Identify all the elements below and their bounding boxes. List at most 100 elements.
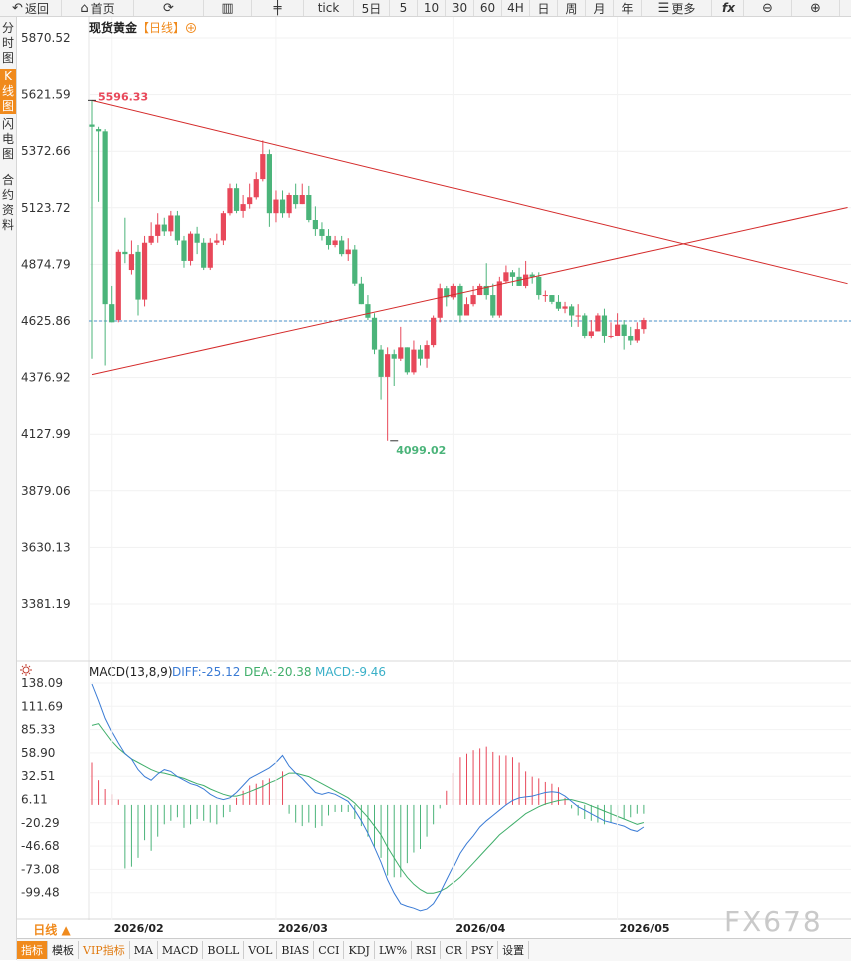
period-5[interactable]: 5: [390, 0, 418, 16]
candle: [378, 345, 384, 400]
indicator-tab-9[interactable]: KDJ: [344, 941, 375, 959]
indicator-tab-2[interactable]: VIP指标: [79, 941, 130, 959]
candle: [424, 340, 430, 368]
zoom-out-button[interactable]: ⊖: [744, 0, 792, 16]
indicator-tab-4[interactable]: MACD: [158, 941, 204, 959]
candle-body: [332, 240, 338, 246]
y-tick-label: 5372.66: [21, 144, 71, 158]
sidebar-tab-3[interactable]: 合约资料: [1, 173, 14, 232]
period-30[interactable]: 30: [446, 0, 474, 16]
candle-body: [424, 345, 430, 359]
indicator-tab-3[interactable]: MA: [130, 941, 158, 959]
candle: [345, 238, 351, 261]
candle: [615, 313, 621, 336]
indicator-period-button[interactable]: 日线 ▲: [17, 920, 87, 938]
indicator-tab-0[interactable]: 指标: [17, 941, 48, 959]
candle: [207, 238, 213, 271]
period-year[interactable]: 年: [614, 0, 642, 16]
candle-body: [562, 306, 568, 309]
candle: [555, 295, 562, 311]
period-month[interactable]: 月: [586, 0, 614, 16]
candle-body: [155, 224, 161, 236]
indicator-tab-6[interactable]: VOL: [244, 941, 278, 959]
period-day[interactable]: 日: [530, 0, 558, 16]
candle: [260, 140, 266, 182]
indicator-tab-11[interactable]: RSI: [412, 941, 442, 959]
indicator-tab-7[interactable]: BIAS: [277, 941, 315, 959]
dea-line: [91, 723, 645, 894]
y-tick-label: 4874.79: [21, 257, 71, 271]
zoom-in-button[interactable]: ⊕: [792, 0, 840, 16]
sidebar-tab-0[interactable]: 分时图: [1, 21, 14, 65]
candle-type-button[interactable]: ╪: [252, 0, 304, 16]
candle: [312, 206, 318, 236]
candle-body: [496, 281, 502, 316]
candle-body: [141, 242, 148, 300]
dea-value-label: DEA:-20.38: [244, 665, 312, 679]
candle: [286, 192, 292, 218]
indicator-tab-8[interactable]: CCI: [314, 941, 345, 959]
candle: [220, 210, 226, 246]
candle: [503, 265, 509, 284]
period-5day[interactable]: 5日: [354, 0, 390, 16]
indicator-tab-12[interactable]: CR: [441, 941, 467, 959]
candle-body: [325, 235, 332, 246]
macd-y-tick-label: 32.51: [21, 769, 55, 783]
candle-body: [233, 188, 240, 211]
zoom-out-icon: ⊖: [762, 0, 773, 16]
indicator-tab-5[interactable]: BOLL: [203, 941, 245, 959]
period-week[interactable]: 周: [558, 0, 586, 16]
candle: [148, 222, 154, 246]
candle: [279, 190, 286, 218]
candle: [542, 290, 548, 302]
back-button[interactable]: ↶ 返回: [0, 0, 62, 16]
candle: [89, 100, 95, 359]
candle-body: [214, 240, 220, 243]
candle-body: [391, 354, 397, 359]
period-10[interactable]: 10: [418, 0, 446, 16]
indicator-tab-1[interactable]: 模板: [48, 941, 79, 959]
settings-icon[interactable]: [20, 664, 32, 676]
indicator-tab-13[interactable]: PSY: [467, 941, 499, 959]
refresh-button[interactable]: ⟳: [134, 0, 204, 16]
x-tick-label: 2026/02: [114, 922, 164, 935]
candle: [641, 317, 647, 334]
trend-line: [91, 99, 848, 285]
more-button-label: 更多: [671, 1, 696, 16]
macd-y-tick-label: 85.33: [21, 723, 55, 737]
indicator-tab-10[interactable]: LW%: [375, 941, 413, 959]
indicator-tabs: 指标 模板 VIP指标 MA MACD BOLL VOL BIAS CCI KDJ LW% RSI CR…: [17, 938, 851, 961]
period-4h[interactable]: 4H: [502, 0, 530, 16]
diff-line: [91, 683, 645, 912]
plus-circle-icon[interactable]: [186, 23, 196, 33]
y-tick-label: 4376.92: [21, 371, 71, 385]
candle-body: [601, 315, 608, 336]
home-button[interactable]: ⌂ 首页: [62, 0, 134, 16]
x-tick-label: 2026/04: [455, 922, 505, 935]
candle: [128, 240, 135, 275]
candle-body: [529, 274, 535, 277]
indicator-tab-14[interactable]: 设置: [498, 941, 530, 959]
candle-body: [319, 229, 325, 236]
candle-body: [378, 349, 384, 377]
sidebar-tab-2[interactable]: 闪电图: [1, 117, 14, 161]
trend-line: [91, 207, 848, 376]
period-tick[interactable]: tick: [304, 0, 354, 16]
candle-body: [477, 285, 483, 296]
period-week-label: 周: [565, 1, 578, 16]
more-button[interactable]: ☰ 更多: [642, 0, 712, 16]
chart-type-button[interactable]: ▥: [204, 0, 252, 16]
candle: [365, 295, 371, 321]
candle-body: [273, 199, 279, 214]
candle: [516, 267, 522, 286]
period-60[interactable]: 60: [474, 0, 502, 16]
formula-button[interactable]: fx: [712, 0, 744, 16]
sidebar-tab-1[interactable]: K线图: [0, 69, 16, 114]
candle: [174, 210, 181, 246]
candle: [621, 320, 627, 350]
candle: [135, 245, 141, 316]
candle: [161, 217, 167, 236]
candle: [194, 226, 200, 255]
zoom-in-icon: ⊕: [810, 0, 821, 16]
candle: [595, 313, 601, 332]
